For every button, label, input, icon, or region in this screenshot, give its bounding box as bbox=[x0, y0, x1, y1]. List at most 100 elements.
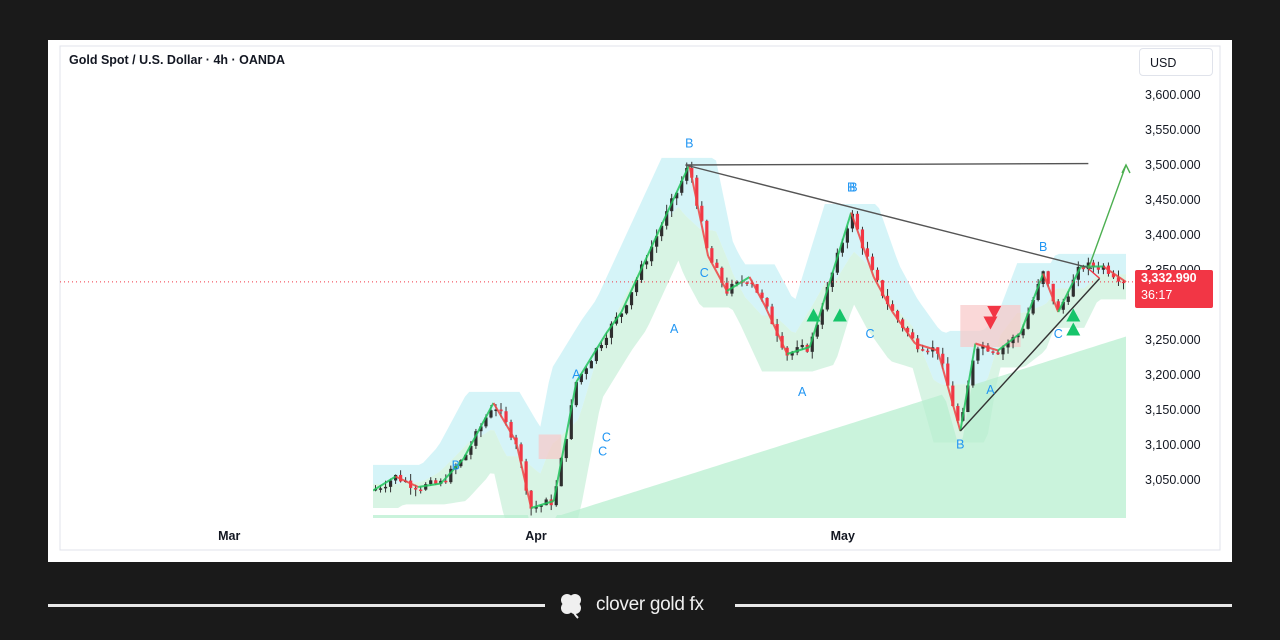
candle-body bbox=[976, 348, 980, 361]
zigzag-segment bbox=[530, 500, 555, 509]
candle-body bbox=[604, 337, 609, 345]
candle-body bbox=[464, 454, 468, 461]
wave-label: C bbox=[1054, 327, 1063, 341]
plot-layer bbox=[373, 157, 1127, 518]
candle-body bbox=[926, 350, 930, 353]
buy-signal-marker bbox=[1066, 322, 1081, 336]
candle-body bbox=[890, 304, 895, 311]
trendline bbox=[685, 162, 1089, 166]
candle-body bbox=[1061, 301, 1065, 310]
trendline bbox=[685, 164, 1093, 270]
candle-body bbox=[850, 213, 855, 229]
footer-rule-right bbox=[735, 604, 1232, 607]
footer: clover gold fx bbox=[0, 585, 1280, 625]
candle-body bbox=[1066, 296, 1070, 302]
candle-body bbox=[660, 225, 664, 237]
candle-body bbox=[695, 177, 699, 206]
wave-label: A bbox=[798, 385, 807, 399]
zigzag-segment bbox=[726, 276, 751, 292]
candle-body bbox=[1051, 283, 1055, 302]
last-price-tag: 3,332.990 36:17 bbox=[1135, 270, 1213, 308]
chart-frame: A B C C B C A B B A C B A B C 3,600.000 3,550.000 3,500.0… bbox=[48, 40, 1232, 562]
red-zone bbox=[538, 434, 562, 459]
candle-body bbox=[634, 279, 639, 293]
zigzag-segment bbox=[605, 311, 623, 334]
y-tick-label: 3,200.000 bbox=[1145, 368, 1201, 382]
candle-body bbox=[951, 385, 955, 407]
candle-body bbox=[880, 280, 885, 296]
candle-body bbox=[720, 267, 724, 283]
zigzag-segment bbox=[763, 304, 789, 355]
y-tick-label: 3,550.000 bbox=[1145, 123, 1201, 137]
candle-body bbox=[599, 344, 604, 349]
wave-label: C bbox=[598, 445, 607, 459]
candle-body bbox=[705, 220, 709, 249]
zigzag-segment bbox=[850, 212, 875, 278]
candle-body bbox=[429, 480, 433, 485]
buy-signal-marker bbox=[806, 308, 821, 322]
candle-body bbox=[710, 248, 714, 263]
candle-body bbox=[1021, 328, 1025, 336]
candle-body bbox=[860, 229, 865, 249]
candle-body bbox=[378, 488, 383, 490]
candle-body bbox=[484, 417, 488, 427]
support-area bbox=[373, 336, 1126, 518]
zigzag-segment bbox=[891, 311, 916, 345]
candle-body bbox=[901, 319, 905, 328]
wave-label: C bbox=[602, 431, 611, 445]
wave-label: B bbox=[956, 438, 964, 452]
candle-body bbox=[1036, 283, 1040, 300]
candle-body bbox=[921, 349, 925, 351]
candle-body bbox=[966, 385, 970, 413]
candle-body bbox=[996, 352, 1000, 355]
currency-selector[interactable]: USD bbox=[1139, 48, 1213, 76]
candle-body bbox=[725, 282, 729, 294]
wave-label: A bbox=[572, 368, 581, 382]
wave-label: A bbox=[986, 383, 995, 397]
candle-body bbox=[574, 382, 578, 406]
trendline bbox=[959, 277, 1101, 432]
candle-body bbox=[388, 480, 393, 487]
candle-body bbox=[971, 360, 975, 386]
candle-body bbox=[700, 205, 704, 221]
candle-body bbox=[579, 373, 583, 383]
candle-body bbox=[489, 410, 493, 418]
zigzag-segment bbox=[418, 482, 441, 488]
chart-title: Gold Spot / U.S. Dollar · 4h · OANDA bbox=[69, 53, 285, 67]
candle-body bbox=[1096, 267, 1100, 270]
last-price-value: 3,332.990 bbox=[1141, 271, 1197, 285]
zigzag-segment bbox=[575, 332, 608, 383]
candle-body bbox=[650, 246, 654, 262]
candle-body bbox=[675, 192, 679, 199]
candle-body bbox=[830, 272, 834, 287]
chart-canvas: ABCCBCABBACBABC3,600.0003,550.0003,500.0… bbox=[59, 45, 1221, 551]
zigzag-segment bbox=[1102, 265, 1127, 283]
candle-body bbox=[1091, 262, 1095, 268]
zigzag-segment bbox=[1042, 273, 1060, 313]
candle-body bbox=[845, 228, 849, 243]
x-tick-label: Mar bbox=[218, 529, 240, 543]
candle-body bbox=[1001, 347, 1005, 355]
candle-body bbox=[735, 281, 739, 284]
zigzag-segment bbox=[373, 475, 397, 492]
candle-body bbox=[1111, 273, 1116, 278]
zigzag-segment bbox=[872, 276, 894, 313]
candle-body bbox=[479, 426, 483, 432]
candle-body bbox=[383, 486, 388, 489]
brand-name: clover gold fx bbox=[596, 594, 704, 615]
wave-label: C bbox=[865, 327, 874, 341]
candle-body bbox=[911, 332, 915, 339]
candle-body bbox=[790, 352, 794, 356]
candle-body bbox=[619, 313, 624, 317]
candle-body bbox=[895, 310, 900, 320]
x-tick-label: May bbox=[831, 529, 855, 543]
candle-body bbox=[629, 292, 634, 306]
candle-body bbox=[685, 167, 689, 181]
candle-body bbox=[589, 361, 593, 369]
candle-body bbox=[609, 323, 614, 338]
candle-body bbox=[499, 409, 503, 412]
candle-body bbox=[1046, 271, 1050, 284]
candle-body bbox=[639, 264, 644, 280]
wave-label: B bbox=[685, 137, 693, 151]
zigzag-segment bbox=[620, 262, 645, 313]
